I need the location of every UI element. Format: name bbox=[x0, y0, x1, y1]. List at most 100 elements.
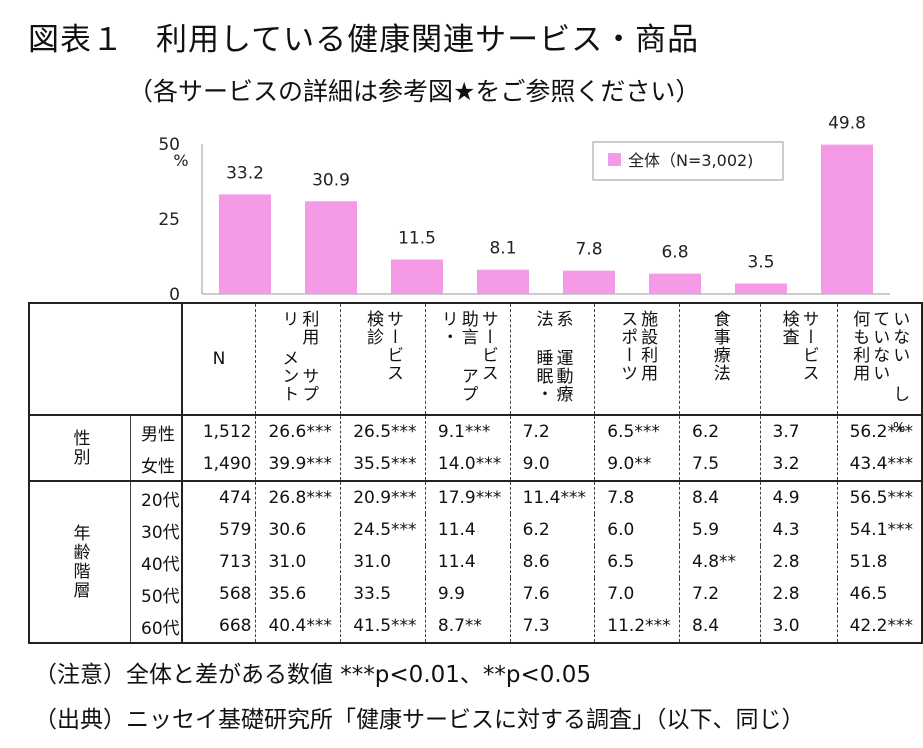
bar-value-label: 11.5 bbox=[398, 229, 436, 249]
legend-box bbox=[592, 141, 784, 181]
column-header: サービス 助言 アプリ・ bbox=[424, 303, 511, 415]
table-cell: 5.9 bbox=[679, 514, 761, 546]
table-cell: 6.2 bbox=[509, 514, 595, 546]
table-cell: 30.6 bbox=[255, 514, 341, 546]
bar-value-label: 30.9 bbox=[312, 170, 350, 190]
column-header: 食事療法 bbox=[679, 303, 761, 415]
table-cell: 41.5*** bbox=[340, 610, 426, 643]
bar bbox=[219, 194, 271, 294]
table-cell: 43.4*** bbox=[836, 448, 922, 481]
table-cell: 20.9*** bbox=[340, 480, 426, 514]
column-header-label: 利用 サプリ メント bbox=[278, 310, 319, 403]
column-header-label: サービス 助言 アプリ・ bbox=[437, 310, 498, 403]
table-header-row: N 利用 サプリ メント サービス 検診 サービス 助言 アプリ・系 運動療法 睡眠・… bbox=[29, 303, 922, 415]
table-cell: 56.2*** bbox=[836, 414, 922, 448]
table-cell: 31.0 bbox=[340, 546, 426, 578]
column-header: 施設利用 スポーツ bbox=[594, 303, 680, 415]
table-cell: 26.8*** bbox=[255, 480, 341, 514]
percent-mark: % bbox=[893, 421, 906, 436]
table-row: 60代 668 40.4*** 41.5*** 8.7** 7.3 11.2*** 8.4 3.… bbox=[29, 610, 922, 643]
column-header-label: 食事療法 bbox=[709, 310, 730, 382]
page-title: 図表１ 利用している健康関連サービス・商品 bbox=[28, 22, 700, 58]
bar bbox=[649, 273, 701, 294]
row-sublabel: 20代 bbox=[130, 480, 182, 514]
table-cell: 4.9 bbox=[759, 480, 838, 514]
table-cell: 40.4*** bbox=[255, 610, 341, 643]
table-cell: 17.9*** bbox=[424, 480, 511, 514]
table-cell: 8.6 bbox=[509, 546, 595, 578]
table-cell: 7.2 bbox=[509, 414, 595, 448]
column-header-label: 系 運動療法 睡眠・ bbox=[532, 310, 573, 403]
row-n-value: 474 bbox=[180, 480, 256, 514]
column-header: サービス 検診 bbox=[340, 303, 426, 415]
table-cell: 7.5 bbox=[679, 448, 761, 481]
row-n-value: 1,512 bbox=[180, 414, 256, 448]
table-cell: 4.8** bbox=[679, 546, 761, 578]
header-blank-cell bbox=[29, 303, 182, 415]
bar-value-label: 6.8 bbox=[661, 243, 688, 263]
column-header: 系 運動療法 睡眠・ bbox=[509, 303, 595, 415]
table-cell: 6.0 bbox=[594, 514, 680, 546]
column-header-label: サービス 検診 bbox=[363, 310, 404, 382]
table-cell: 11.4*** bbox=[509, 480, 595, 514]
bar bbox=[563, 270, 615, 294]
table-cell: 9.9 bbox=[424, 578, 511, 610]
table-cell: 6.5 bbox=[594, 546, 680, 578]
y-unit-label: % bbox=[173, 151, 188, 170]
table-cell: 7.0 bbox=[594, 578, 680, 610]
bar bbox=[735, 283, 787, 294]
y-tick-label: 0 bbox=[169, 285, 180, 305]
table-cell: 9.0** bbox=[594, 448, 680, 481]
table-cell: 26.5*** bbox=[340, 414, 426, 448]
table-row: 女性 1,490 39.9*** 35.5*** 14.0*** 9.0 9.0** 7.5 3… bbox=[29, 448, 922, 481]
table-cell: 9.1*** bbox=[424, 414, 511, 448]
bar-value-label: 8.1 bbox=[489, 239, 516, 259]
table-cell: 7.3 bbox=[509, 610, 595, 643]
source-note: （出典）ニッセイ基礎研究所「健康サービスに対する調査」（以下、同じ） bbox=[34, 707, 805, 733]
row-n-value: 579 bbox=[180, 514, 256, 546]
table-cell: 3.2 bbox=[759, 448, 838, 481]
bar bbox=[391, 259, 443, 294]
table-cell: 26.6*** bbox=[255, 414, 341, 448]
legend-swatch bbox=[608, 153, 621, 166]
table-cell: 8.4 bbox=[679, 480, 761, 514]
row-n-value: 713 bbox=[180, 546, 256, 578]
table-cell: 8.4 bbox=[679, 610, 761, 643]
row-sublabel: 50代 bbox=[141, 586, 180, 607]
row-n-value: 668 bbox=[180, 610, 256, 643]
table-cell: 7.8 bbox=[594, 480, 680, 514]
table-cell: 11.4 bbox=[424, 514, 511, 546]
table-cell: 7.6 bbox=[509, 578, 595, 610]
bar bbox=[305, 201, 357, 294]
table-cell: 35.6 bbox=[255, 578, 341, 610]
column-header-label: いない していない 何も利用 bbox=[849, 310, 910, 403]
table-cell: 35.5*** bbox=[340, 448, 426, 481]
table-cell: 2.8 bbox=[759, 578, 838, 610]
table-cell: 7.2 bbox=[679, 578, 761, 610]
n-header-cell: N bbox=[180, 303, 256, 415]
legend-label: 全体（N=3,002) bbox=[628, 151, 753, 170]
column-header: サービス 検査 bbox=[759, 303, 838, 415]
row-n-value: 568 bbox=[180, 578, 256, 610]
group-label-cell: 性別 bbox=[29, 414, 131, 481]
table-cell: 33.5 bbox=[340, 578, 426, 610]
row-sublabel: 60代 bbox=[141, 618, 180, 639]
table-cell: 4.3 bbox=[759, 514, 838, 546]
bar bbox=[477, 269, 529, 294]
column-header-label: 施設利用 スポーツ bbox=[617, 310, 658, 382]
table-cell: 2.8 bbox=[759, 546, 838, 578]
row-sublabel: 30代 bbox=[141, 522, 180, 543]
table-cell: 11.2*** bbox=[594, 610, 680, 643]
table-cell: 56.5*** bbox=[836, 480, 922, 514]
group-label: 年齢階層 bbox=[69, 524, 90, 600]
table-cell: 3.7 bbox=[759, 414, 838, 448]
table-cell: 51.8 bbox=[836, 546, 922, 578]
column-header: 利用 サプリ メント bbox=[255, 303, 341, 415]
significance-note: （注意）全体と差がある数値 ***p<0.01、**p<0.05 bbox=[34, 662, 591, 688]
table-cell: 6.5*** bbox=[594, 414, 680, 448]
table-cell: 31.0 bbox=[255, 546, 341, 578]
data-table: N 利用 サプリ メント サービス 検診 サービス 助言 アプリ・系 運動療法 睡眠・… bbox=[28, 302, 923, 644]
bar-value-label: 33.2 bbox=[226, 163, 264, 183]
y-tick-label: 50 bbox=[158, 135, 180, 155]
table-cell: 6.2 bbox=[679, 414, 761, 448]
